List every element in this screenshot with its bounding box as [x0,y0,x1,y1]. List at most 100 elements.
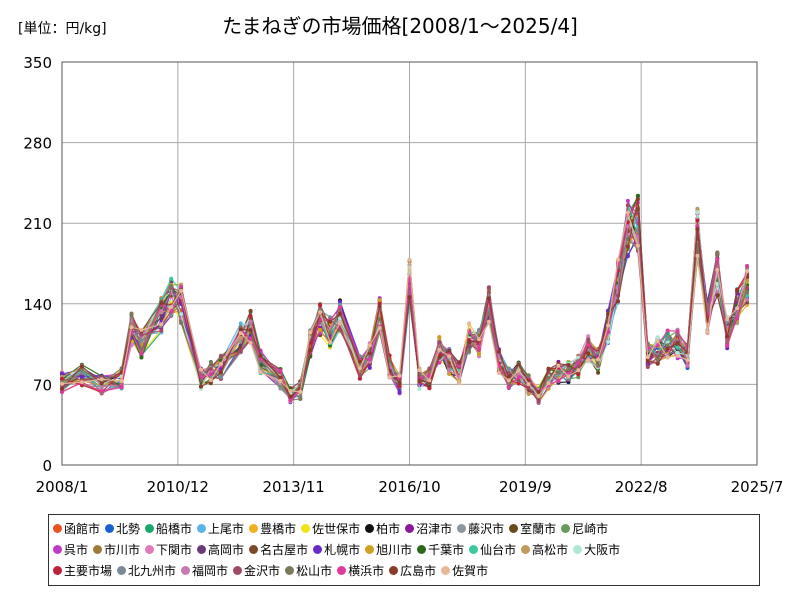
legend-item: 旭川市 [365,541,412,558]
data-point [367,365,372,370]
data-point [328,330,333,335]
data-point [625,224,630,229]
data-point [655,335,660,340]
legend-label: 北勢 [116,522,141,536]
data-point [318,327,323,332]
legend-item: 尼崎市 [561,520,608,537]
legend-item: 上尾市 [197,520,244,537]
data-point [179,312,184,317]
legend-label: 金沢市 [244,564,281,578]
data-point [655,343,660,348]
data-point [139,351,144,356]
x-tick-label: 2008/1 [36,478,89,496]
data-point [407,257,412,262]
data-point [536,394,541,398]
data-point [427,378,432,383]
data-point [576,372,581,377]
data-point [218,361,223,366]
legend-swatch [509,524,519,533]
data-point [79,370,84,375]
data-point [536,399,541,404]
data-point [467,340,472,345]
legend-row: 函館市 北勢 船橋市 上尾市 豊橋市 佐世保市 柏市 沼津市 藤沢市 室蘭市 尼崎市 [53,518,755,539]
x-tick-label: 2010/12 [147,478,209,496]
data-point [526,382,531,386]
data-point [169,276,174,281]
data-point [675,340,680,345]
legend-swatch [313,545,323,554]
data-point [427,386,432,391]
data-point [457,360,462,365]
data-point [367,351,372,356]
data-point [635,197,640,202]
data-point [79,364,84,369]
data-point [467,348,472,353]
data-point [477,337,481,342]
data-point [576,360,581,365]
data-point [536,390,541,395]
data-point [675,350,680,355]
data-point [377,326,382,330]
data-point [655,357,660,362]
data-point [586,342,591,347]
legend-item: 仙台市 [469,541,516,558]
data-point [655,361,660,366]
data-point [675,345,680,350]
data-point [357,373,362,378]
x-tick-label: 2025/7 [731,478,784,496]
legend-swatch [105,524,115,533]
data-point [745,269,750,274]
data-point [179,288,184,293]
legend-item: 沼津市 [405,520,452,537]
data-point [60,381,64,386]
data-point [447,354,452,359]
data-point [417,387,422,391]
data-point [437,355,442,360]
data-point [377,298,382,302]
data-point [457,363,462,368]
data-point [119,379,124,383]
data-point [298,397,303,401]
data-point [506,366,511,371]
data-point [338,321,342,326]
data-point [496,370,501,375]
data-point [477,327,481,332]
data-point [179,321,184,325]
data-point [705,329,710,334]
data-point [208,360,213,365]
legend-label: 佐賀市 [452,564,489,578]
data-point [417,368,422,373]
legend-label: 札幌市 [324,543,361,557]
data-point [715,267,720,272]
data-point [586,358,591,363]
data-point [79,380,84,385]
data-point [397,390,402,395]
legend-item: 広島市 [389,562,436,579]
data-point [725,343,730,348]
data-point [258,356,263,361]
data-point [248,336,253,341]
data-point [129,311,134,316]
legend-row: 呉市 市川市 下関市 高岡市 名古屋市 札幌市 旭川市 千葉市 仙台市 高松市 大阪市 [53,539,755,560]
legend-item: 下関市 [145,541,192,558]
data-point [218,370,223,375]
data-point [218,375,223,380]
data-point [735,315,740,320]
data-point [486,296,491,301]
data-point [278,379,283,383]
legend-swatch [337,566,347,575]
data-point [248,340,253,345]
data-point [258,353,263,358]
legend-swatch [197,545,207,554]
legend-item: 佐賀市 [441,562,488,579]
data-point [486,319,491,324]
data-point [79,367,84,372]
legend-label: 豊橋市 [260,522,297,536]
data-point [516,368,521,373]
legend-swatch [365,524,375,533]
data-point [665,346,670,351]
data-point [486,311,491,316]
legend-swatch [145,545,155,554]
legend-item: 市川市 [93,541,140,558]
legend-label: 旭川市 [376,543,413,557]
